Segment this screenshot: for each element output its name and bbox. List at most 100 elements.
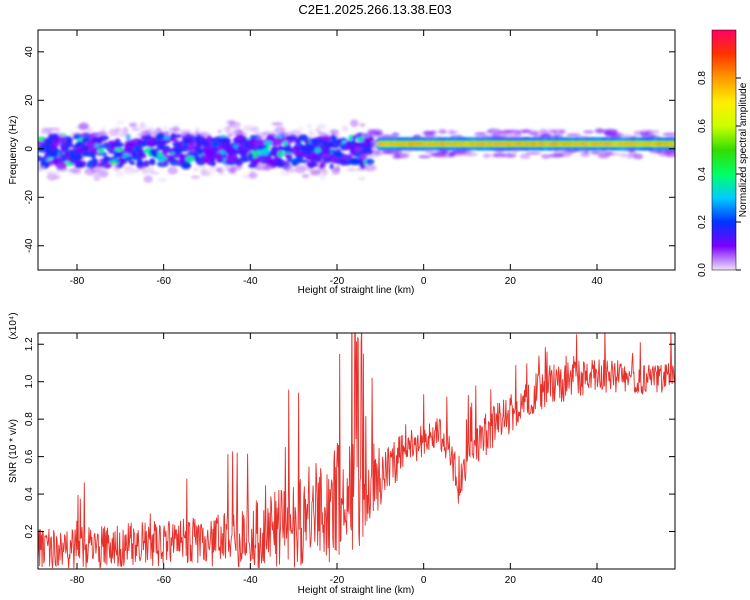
spectrogram-y-label: Frequency (Hz) — [8, 116, 19, 185]
spectrogram-cell — [45, 170, 55, 177]
spectrogram-x-tick-label: -40 — [243, 276, 258, 287]
spectrogram-cell — [359, 123, 366, 127]
spectrogram-cell — [289, 129, 302, 137]
spectrogram-cell — [374, 152, 385, 156]
spectrogram-cell — [43, 154, 50, 159]
spectrogram-cell — [255, 166, 261, 171]
spectrogram-cell — [132, 140, 138, 144]
spectrogram-cell — [504, 133, 520, 138]
spectrogram-cell — [198, 140, 210, 147]
spectrogram-cell — [500, 132, 509, 138]
snr-y-tick-label: 0.4 — [24, 487, 35, 501]
spectrogram-cell — [528, 132, 539, 136]
spectrogram-cell — [151, 151, 158, 158]
spectrogram-cell — [284, 153, 291, 159]
spectrogram-cell — [115, 170, 125, 177]
spectrogram-cell — [242, 143, 250, 148]
spectrogram-cell — [126, 147, 133, 152]
spectrogram-cell — [122, 153, 130, 158]
spectrogram-cell — [113, 142, 125, 147]
spectrogram-cell — [191, 175, 200, 179]
spectrogram-cell — [256, 145, 265, 150]
spectrogram-cell — [194, 128, 200, 133]
spectrogram-cell — [97, 148, 105, 154]
spectrogram-cell — [114, 147, 124, 152]
spectrogram-cell — [227, 133, 233, 138]
spectrogram-cell — [115, 128, 121, 133]
spectrogram-cell — [539, 129, 548, 135]
spectrogram-cell — [160, 142, 165, 149]
spectrogram-cell — [77, 151, 83, 159]
spectrogram-cell — [354, 141, 362, 146]
spectrogram-cell — [331, 167, 341, 175]
spectrogram-heatmap — [38, 119, 675, 183]
spectrogram-cell — [668, 143, 675, 145]
colorbar: 0.0 0.2 0.4 0.6 0.8 Normalized spectral ampl… — [697, 29, 749, 277]
spectrogram-cell — [80, 132, 89, 138]
spectrogram-cell — [361, 149, 366, 153]
spectrogram-cell — [259, 148, 270, 156]
spectrogram-cell — [317, 123, 327, 130]
spectrogram-cell — [86, 141, 96, 149]
spectrogram-cell — [309, 133, 318, 137]
spectrogram-cell — [193, 149, 203, 156]
spectrogram-cell — [306, 161, 316, 169]
spectrogram-cell — [375, 131, 384, 137]
spectrogram-cell — [90, 132, 100, 138]
spectrogram-cell — [162, 126, 169, 131]
spectrogram-cell — [440, 154, 451, 158]
spectrogram-cell — [552, 129, 565, 136]
spectrogram-cell — [364, 139, 370, 144]
spectrogram-cell — [91, 158, 99, 165]
spectrogram-cell — [165, 158, 178, 163]
colorbar-ticks: 0.0 0.2 0.4 0.6 0.8 — [697, 71, 741, 277]
snr-x-tick-label: 0 — [421, 575, 427, 586]
spectrogram-cell — [91, 137, 103, 144]
spectrogram-cell — [49, 127, 61, 132]
spectrogram-cell — [58, 133, 68, 138]
spectrogram-cell — [217, 129, 222, 134]
spectrogram-cell — [322, 156, 333, 164]
spectrogram-cell — [519, 153, 531, 160]
spectrogram-cell — [321, 153, 332, 158]
spectrogram-cell — [122, 165, 132, 171]
spectrogram-cell — [282, 140, 288, 147]
spectrogram-cell — [200, 157, 212, 163]
snr-x-tick-label: 40 — [591, 575, 603, 586]
spectrogram-cell — [392, 154, 402, 160]
spectrogram-cell — [368, 145, 376, 149]
spectrogram-cell — [150, 141, 157, 146]
snr-y-tick-label: 1.0 — [24, 374, 35, 388]
colorbar-bar — [711, 29, 737, 271]
colorbar-tick-label: 0.8 — [697, 71, 708, 85]
snr-y-tick-label: 0.8 — [24, 412, 35, 426]
spectrogram-cell — [183, 138, 191, 143]
spectrogram-cell — [597, 154, 610, 159]
spectrogram-cell — [131, 127, 141, 131]
spectrogram-cell — [168, 127, 181, 133]
colorbar-tick-label: 0.0 — [697, 263, 708, 277]
spectrogram-cell — [382, 149, 393, 154]
spectrogram-cell — [541, 154, 551, 159]
snr-y-tick-label: 1.2 — [24, 337, 35, 351]
spectrogram-cell — [448, 129, 455, 135]
spectrogram-cell — [356, 152, 361, 158]
spectrogram-cell — [170, 132, 176, 141]
spectrogram-cell — [157, 178, 168, 182]
spectrogram-cell — [172, 152, 184, 159]
spectrogram-cell — [235, 134, 245, 139]
spectrogram-cell — [239, 148, 246, 156]
spectrogram-cell — [39, 165, 46, 171]
snr-y-label: SNR (10 * v/v) — [8, 419, 19, 483]
spectrogram-x-tick-label: -20 — [330, 276, 345, 287]
spectrogram-frame — [37, 29, 676, 271]
spectrogram-cell — [212, 155, 224, 160]
spectrogram-cell — [498, 130, 515, 134]
spectrogram-cell — [196, 134, 201, 142]
colorbar-tick-label: 0.6 — [697, 119, 708, 133]
spectrogram-x-tick-label: -60 — [156, 276, 171, 287]
spectrogram-cell — [306, 124, 312, 128]
colorbar-label: Normalized spectral amplitude — [738, 82, 749, 217]
spectrogram-cell — [336, 160, 347, 165]
spectrogram-cell — [548, 153, 564, 158]
